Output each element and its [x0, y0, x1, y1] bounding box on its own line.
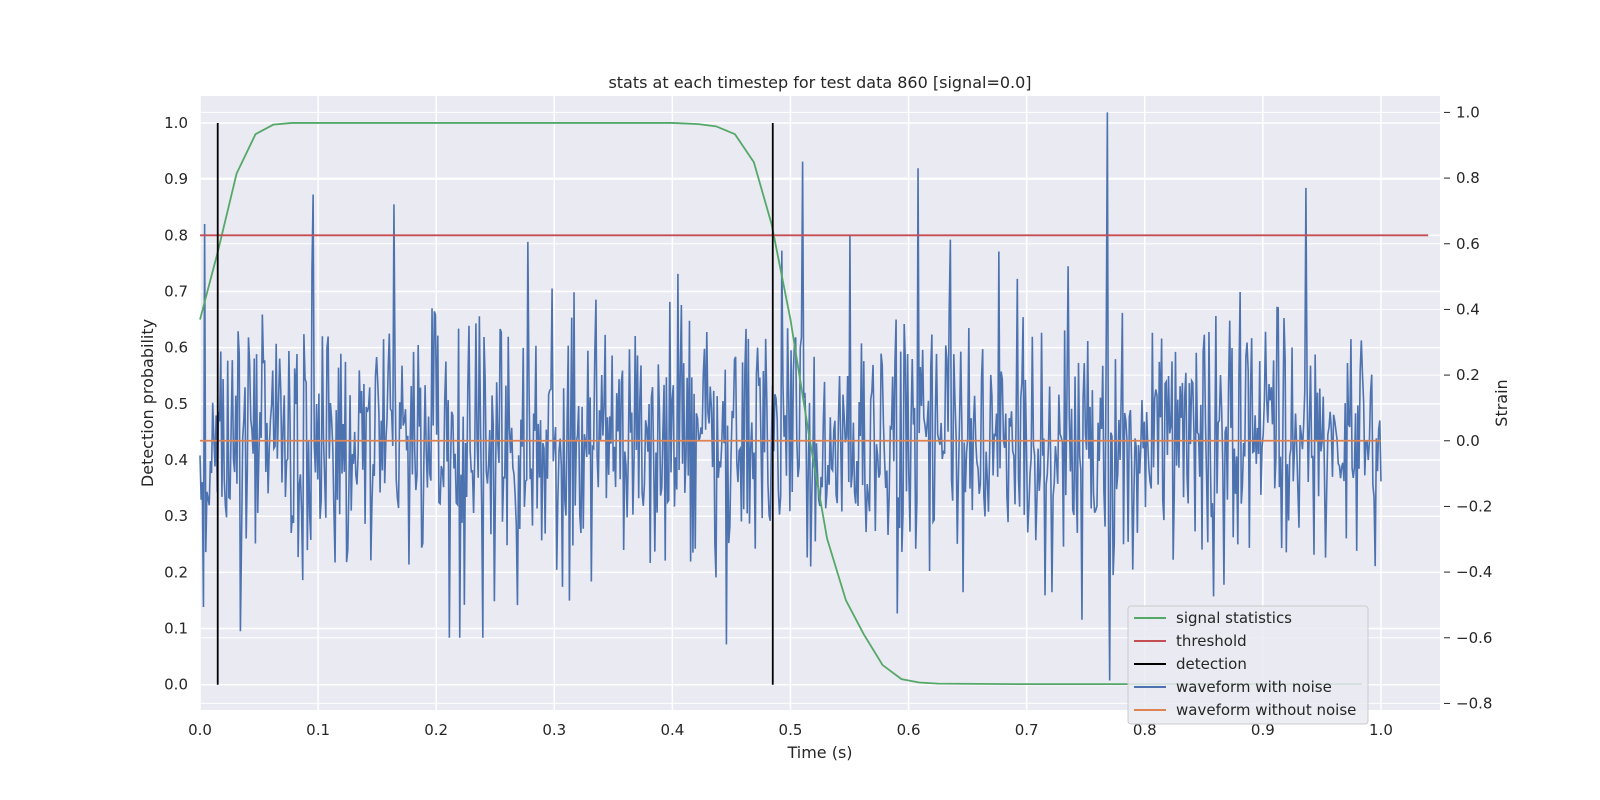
y-tick-label: 0.7: [164, 282, 188, 300]
chart-title: stats at each timestep for test data 860…: [608, 73, 1031, 92]
y2-tick-label: 0.2: [1456, 366, 1480, 384]
x-tick-label: 0.9: [1251, 721, 1275, 739]
legend-label: detection: [1176, 655, 1247, 673]
legend-label: threshold: [1176, 632, 1247, 650]
y2-tick-label: 0.0: [1456, 432, 1480, 450]
y-tick-label: 0.6: [164, 339, 188, 357]
series-layer: [199, 112, 1429, 686]
y-tick-label: 0.4: [164, 451, 188, 469]
y-tick-label: 0.0: [164, 676, 188, 694]
x-tick-label: 1.0: [1369, 721, 1393, 739]
x-tick-label: 0.2: [424, 721, 448, 739]
legend-label: waveform with noise: [1176, 678, 1332, 696]
y2-tick-label: 0.8: [1456, 169, 1480, 187]
y-tick-label: 0.5: [164, 395, 188, 413]
x-tick-label: 0.1: [306, 721, 330, 739]
legend: signal statistics threshold detection wavef…: [1127, 605, 1369, 725]
y2-axis-label: Strain: [1492, 379, 1511, 426]
y-tick-label: 0.2: [164, 563, 188, 581]
series-signal-statistics: [199, 122, 1363, 686]
legend-box: [1127, 605, 1369, 725]
y2-tick-label: 0.4: [1456, 300, 1480, 318]
y2-tick-label: −0.2: [1456, 497, 1492, 515]
axes: 0.0 0.1 0.2 0.3 0.4 0.5 0.6 0.7 0.8 0.9 1.0 0.0 0.1 0…: [164, 103, 1492, 739]
legend-label: waveform without noise: [1176, 701, 1356, 719]
y2-tick-label: −0.6: [1456, 629, 1492, 647]
y-tick-label: 0.3: [164, 507, 188, 525]
y-tick-label: 0.8: [164, 226, 188, 244]
x-tick-label: 0.5: [779, 721, 803, 739]
series-waveform-with-noise: [199, 112, 1382, 681]
y2-tick-label: −0.8: [1456, 694, 1492, 712]
x-tick-label: 0.6: [897, 721, 921, 739]
x-tick-label: 0.7: [1015, 721, 1039, 739]
y-tick-label: 0.9: [164, 170, 188, 188]
y2-tick-label: 1.0: [1456, 103, 1480, 121]
x-tick-label: 0.4: [660, 721, 684, 739]
x-tick-label: 0.0: [188, 721, 212, 739]
x-axis-label: Time (s): [786, 743, 852, 762]
y-tick-label: 0.1: [164, 620, 188, 638]
x-tick-label: 0.3: [542, 721, 566, 739]
y-tick-label: 1.0: [164, 114, 188, 132]
y2-tick-label: 0.6: [1456, 235, 1480, 253]
legend-label: signal statistics: [1176, 609, 1292, 627]
y-axis-label: Detection probability: [138, 319, 157, 487]
x-tick-label: 0.8: [1133, 721, 1157, 739]
y2-tick-label: −0.4: [1456, 563, 1492, 581]
